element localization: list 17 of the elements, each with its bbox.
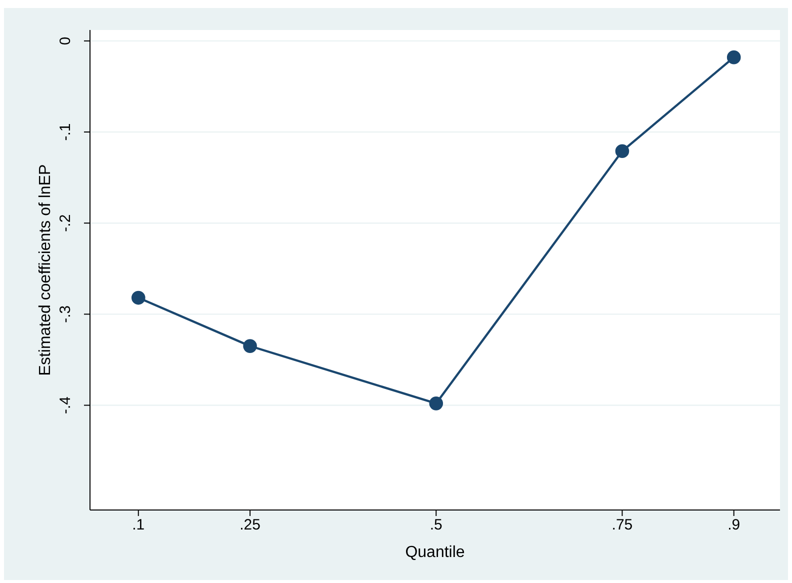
y-tick-label: 0 bbox=[57, 36, 74, 46]
point bbox=[131, 290, 146, 305]
y-axis-title: Estimated coefficients of lnEP bbox=[37, 164, 54, 376]
y-tick-label: -.4 bbox=[57, 396, 74, 414]
y-tick-label: -.2 bbox=[57, 214, 74, 232]
y-tick-label: -.3 bbox=[57, 305, 74, 323]
x-axis-title: Quantile bbox=[405, 544, 465, 561]
point bbox=[726, 50, 741, 64]
point bbox=[429, 396, 444, 410]
x-tick-label: .9 bbox=[728, 516, 740, 534]
point bbox=[615, 144, 630, 158]
x-tick-label: .75 bbox=[612, 516, 633, 534]
point bbox=[243, 339, 257, 353]
y-tick-label: -.1 bbox=[57, 123, 74, 141]
x-tick-label: .25 bbox=[240, 516, 260, 534]
x-tick-label: .1 bbox=[132, 516, 145, 534]
x-tick-label: .5 bbox=[430, 516, 442, 534]
